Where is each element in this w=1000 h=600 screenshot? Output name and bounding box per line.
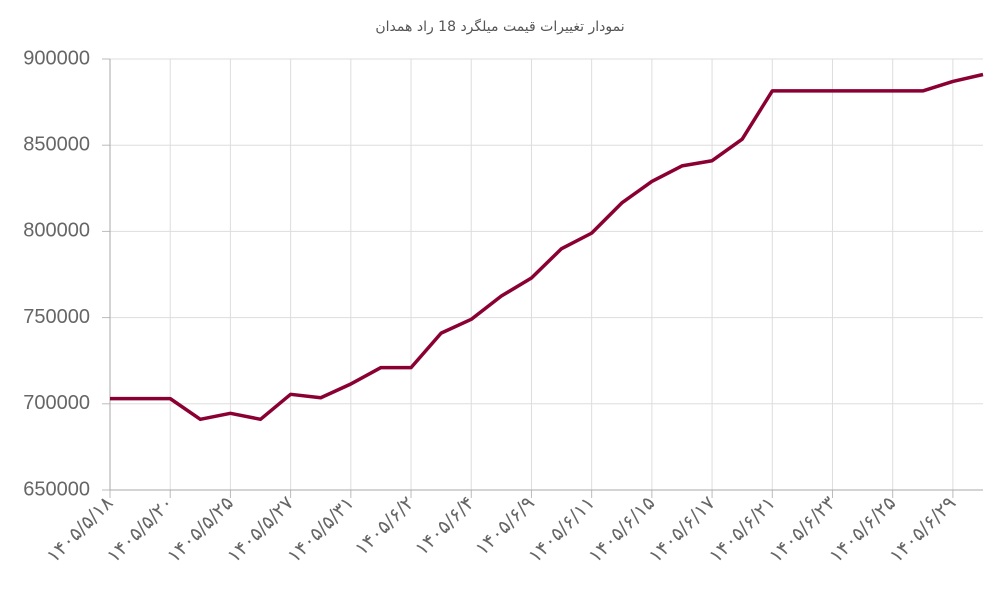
x-tick-label: ۱۴۰۵/۶/۴ <box>411 492 479 560</box>
y-tick-label: 900000 <box>23 47 90 69</box>
y-tick-label: 650000 <box>23 478 90 500</box>
y-tick-label: 800000 <box>23 220 90 242</box>
line-series <box>110 72 984 422</box>
x-tick-label: ۱۴۰۵/۶/۲۹ <box>885 492 960 567</box>
y-tick-label: 700000 <box>23 392 90 414</box>
x-tick-label: ۱۴۰۵/۶/۲ <box>351 492 419 560</box>
x-tick-label: ۱۴۰۵/۵/۳۱ <box>283 492 358 567</box>
chart-title: نمودار تغییرات قیمت میلگرد 18 راد همدان <box>375 18 624 35</box>
y-tick-label: 750000 <box>23 306 90 328</box>
y-tick-label: 850000 <box>23 133 90 155</box>
